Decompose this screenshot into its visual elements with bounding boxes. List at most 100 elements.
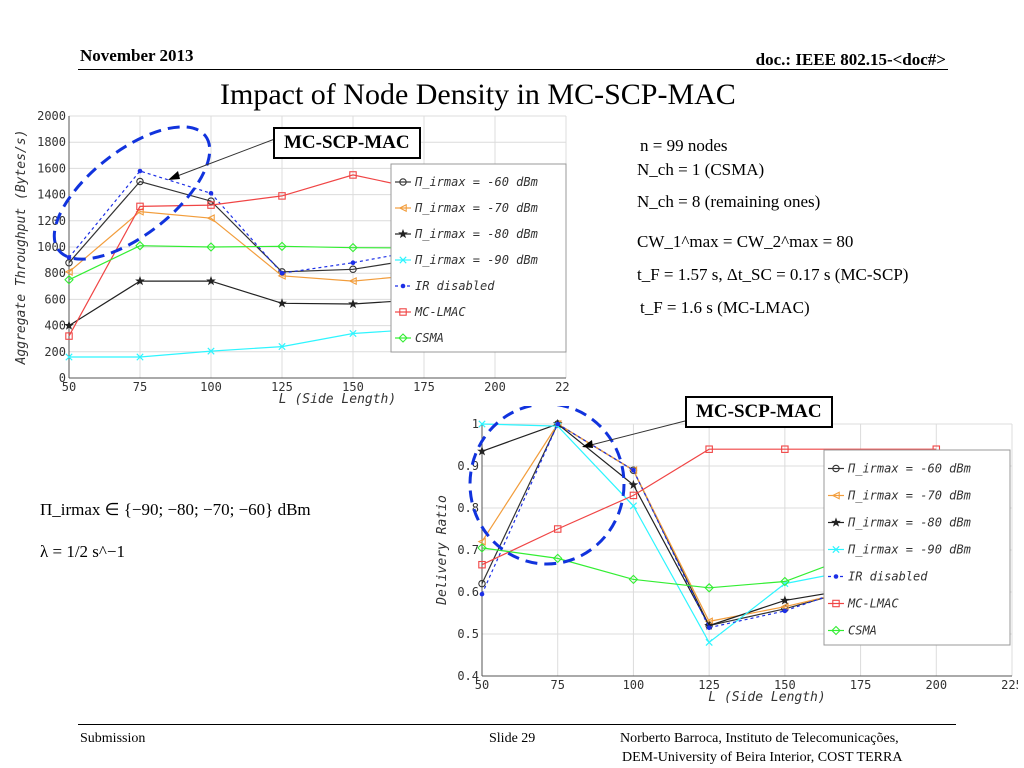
tp-legend-marker-4 [400, 283, 406, 289]
param-pi-set: Π_irmax ∈ {−90; −80; −70; −60} dBm [40, 500, 311, 520]
dr-y-tick-label: 0.7 [457, 543, 479, 557]
tp-series-point-2 [277, 298, 287, 308]
tp-x-tick-label: 100 [200, 380, 222, 394]
dr-legend-marker-4 [833, 574, 839, 579]
tp-series-point-0 [349, 265, 357, 274]
dr-legend-box [823, 449, 1011, 646]
tp-series-point-5 [65, 332, 73, 340]
dr-y-tick-label: 0.6 [457, 585, 479, 599]
dr-series-line-4 [481, 423, 937, 629]
callout-arrow-top [171, 136, 281, 179]
dr-series-point-6 [628, 574, 639, 585]
tp-series-point-1 [206, 214, 215, 223]
tp-series-point-6 [206, 242, 216, 252]
param-tf-lmac-text: t_F = 1.6 s (MC-LMAC) [640, 298, 810, 317]
delivery-ratio-chart: 50751001251501752002250.40.50.60.70.80.9… [435, 406, 1018, 705]
tp-legend-label-1: Π_irmax = -70 dBm [414, 201, 538, 215]
dr-x-tick-label: 100 [623, 678, 645, 692]
tp-series-point-6 [348, 242, 358, 253]
tp-series-point-4 [279, 270, 285, 276]
tp-series-point-2 [64, 320, 74, 330]
dr-series-point-5 [478, 560, 486, 569]
tp-y-tick-label: 1600 [37, 161, 66, 175]
tp-legend-marker-6 [398, 333, 408, 343]
tp-series-point-2 [135, 276, 145, 286]
tp-legend-marker-1 [398, 203, 407, 213]
dr-legend-label-6: CSMA [848, 624, 877, 638]
tp-legend-marker-3 [399, 256, 407, 264]
dr-series-point-6 [780, 576, 790, 587]
tp-series-point-3 [349, 329, 357, 338]
callout-arrow-bottom [586, 420, 686, 447]
dr-x-tick-label: 50 [475, 678, 489, 692]
param-lambda-text: λ = 1/2 s^−1 [40, 542, 125, 561]
dr-x-tick-label: 125 [698, 678, 720, 692]
dr-x-axis-label: L (Side Length) [708, 690, 825, 705]
tp-x-tick-label: 175 [413, 380, 435, 394]
dr-series-line-5 [481, 448, 937, 566]
header-date: November 2013 [80, 46, 194, 65]
param-tf-scp: t_F = 1.57 s, Δt_SC = 0.17 s (MC-SCP) [637, 265, 908, 285]
tp-series-point-0 [136, 177, 144, 186]
param-cw-text: CW_1^max = CW_2^max = 80 [637, 232, 854, 251]
dr-x-tick-label: 75 [550, 678, 564, 692]
tp-series-line-0 [68, 180, 496, 273]
dr-series-line-6 [481, 524, 937, 589]
tp-series-point-1 [64, 267, 73, 276]
header-rule [78, 69, 948, 70]
dr-series-point-6 [477, 543, 487, 553]
tp-legend-marker-0 [399, 178, 407, 186]
dr-series-line-3 [481, 423, 937, 644]
tp-series-point-6 [277, 241, 287, 252]
tp-series-point-0 [207, 197, 215, 205]
tp-series-point-3 [207, 347, 215, 355]
highlight-ellipse-bottom [468, 406, 626, 566]
dr-series-point-0 [478, 579, 486, 588]
param-nch-csma: N_ch = 1 (CSMA) [637, 160, 764, 180]
dr-series-point-6 [552, 553, 563, 564]
param-nch-csma-text: N_ch = 1 (CSMA) [637, 160, 765, 179]
param-nodes: n = 99 nodes [640, 136, 728, 156]
tp-legend-label-0: Π_irmax = -60 dBm [414, 175, 538, 189]
footer-rule [78, 724, 956, 725]
footer-slide-number: Slide 29 [489, 731, 536, 746]
dr-y-tick-label: 0.9 [457, 459, 479, 473]
dr-legend-marker-5 [832, 599, 840, 608]
tp-series-point-6 [64, 274, 74, 285]
dr-series-point-5 [705, 445, 713, 453]
param-tf-lmac: t_F = 1.6 s (MC-LMAC) [640, 298, 810, 318]
dr-legend-marker-2 [831, 517, 841, 527]
dr-series-point-3 [478, 420, 486, 428]
tp-series-point-3 [65, 353, 73, 361]
dr-y-tick-label: 0.5 [457, 627, 479, 641]
tp-series-line-5 [68, 174, 496, 337]
footer-author-line1: Norberto Barroca, Instituto de Telecomun… [620, 731, 899, 746]
header-doc: doc.: IEEE 802.15-<doc#> [755, 50, 946, 69]
dr-series-point-3 [629, 502, 638, 510]
tp-legend-box [390, 163, 567, 353]
footer-author-line2: DEM-University of Beira Interior, COST T… [622, 750, 903, 765]
tp-x-tick-label: 50 [62, 380, 76, 394]
dr-series-point-5 [629, 491, 638, 500]
dr-series-point-1 [780, 602, 789, 611]
dr-series-point-4 [782, 608, 788, 614]
dr-series-point-2 [628, 479, 639, 490]
dr-series-point-4 [479, 591, 485, 597]
dr-series-line-2 [481, 423, 937, 627]
dr-legend-marker-6 [831, 625, 841, 636]
dr-x-tick-label: 225 [1001, 678, 1018, 692]
tp-series-point-1 [348, 276, 357, 286]
dr-y-tick-label: 0.4 [457, 669, 479, 683]
tp-series-point-5 [136, 202, 144, 211]
dr-series-point-2 [780, 595, 790, 605]
dr-y-tick-label: 1 [472, 417, 479, 431]
footer-submission: Submission [80, 731, 146, 746]
slide-title: Impact of Node Density in MC-SCP-MAC [220, 78, 736, 111]
callout-arrowhead-bottom [582, 440, 593, 448]
tp-legend-label-3: Π_irmax = -90 dBm [414, 253, 538, 267]
tp-y-axis-label: Aggregate Throughput (Bytes/s) [14, 130, 29, 366]
callout-label-bottom: MC-SCP-MAC [685, 396, 833, 428]
param-lambda: λ = 1/2 s^−1 [40, 542, 125, 562]
tp-legend-label-6: CSMA [415, 331, 444, 345]
tp-x-tick-label: 75 [133, 380, 147, 394]
